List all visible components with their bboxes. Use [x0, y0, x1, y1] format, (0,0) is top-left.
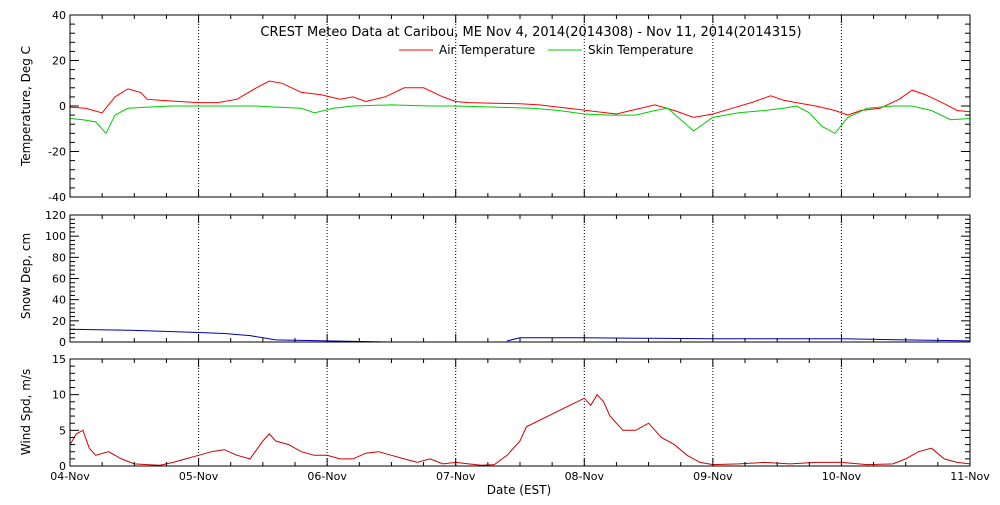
x-tick-label: 11-Nov: [950, 470, 990, 483]
temperature-ytick-label: 0: [59, 100, 66, 113]
snow-ytick-label: 120: [45, 209, 66, 222]
temperature-series-line-0: [69, 80, 971, 118]
snow-ytick-label: 60: [52, 273, 66, 286]
frames-layer: [69, 14, 971, 467]
ticks-layer: -40 -20 0 20 40 0 20 40 60 80 100 120 0 5 10 15 04-Nov 05…: [45, 9, 990, 483]
x-tick-label: 09-Nov: [693, 470, 733, 483]
wind-ytick-label: 10: [52, 389, 66, 402]
chart-title: CREST Meteo Data at Caribou, ME Nov 4, 2…: [260, 25, 801, 40]
legend: Air Temperature Skin Temperature: [399, 43, 693, 57]
snow-series-line-0: [69, 328, 488, 343]
wind-series-line-0: [69, 393, 971, 466]
x-tick-label: 04-Nov: [50, 470, 90, 483]
snow-series-line-1: [506, 337, 971, 342]
series-layer: [69, 80, 971, 466]
wind-ytick-label: 15: [52, 353, 66, 366]
snow-ytick-label: 0: [59, 336, 66, 349]
temperature-ytick-label: 20: [52, 55, 66, 68]
x-tick-label: 07-Nov: [436, 470, 476, 483]
snow-ytick-label: 40: [52, 294, 66, 307]
snow-y-axis-label: Snow Dep, cm: [19, 233, 33, 319]
temperature-ytick-label: 40: [52, 9, 66, 22]
x-tick-label: 06-Nov: [307, 470, 347, 483]
snow-ytick-label: 100: [45, 230, 66, 243]
wind-ytick-label: 5: [59, 424, 66, 437]
snow-ytick-label: 80: [52, 251, 66, 264]
x-tick-label: 08-Nov: [565, 470, 605, 483]
legend-label-air-temperature: Air Temperature: [439, 43, 535, 57]
legend-label-skin-temperature: Skin Temperature: [588, 43, 693, 57]
snow-panel-frame: [69, 214, 971, 343]
x-tick-label: 10-Nov: [822, 470, 862, 483]
temperature-ytick-label: -40: [48, 191, 66, 204]
wind-y-axis-label: Wind Spd, m/s: [19, 369, 33, 455]
temperature-ytick-label: -20: [48, 146, 66, 159]
x-tick-label: 05-Nov: [179, 470, 219, 483]
grid-layer: [198, 15, 842, 466]
wind-ytick-label: 0: [59, 460, 66, 473]
x-axis-label: Date (EST): [487, 483, 551, 497]
wind-panel-frame: [69, 358, 971, 467]
temperature-series-line-1: [69, 104, 971, 135]
snow-ytick-label: 20: [52, 315, 66, 328]
temperature-y-axis-label: Temperature, Deg C: [19, 46, 33, 167]
